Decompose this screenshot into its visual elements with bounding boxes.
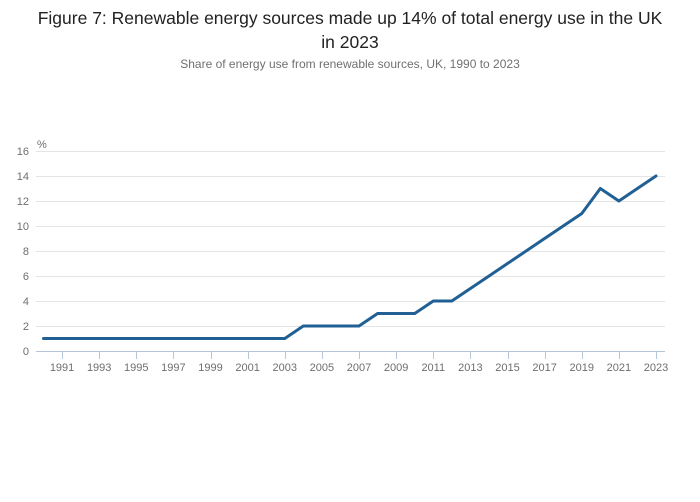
x-tick-label: 1997 (161, 362, 185, 374)
x-tick-label: 2017 (532, 362, 556, 374)
x-tick-label: 2019 (570, 362, 594, 374)
x-tick-label: 2009 (384, 362, 408, 374)
x-tick-label: 1995 (124, 362, 148, 374)
y-tick-label: 6 (23, 271, 29, 283)
x-tick-label: 2011 (421, 362, 445, 374)
y-tick-label: 8 (23, 246, 29, 258)
y-tick-label: 0 (23, 346, 29, 358)
x-tick-label: 2023 (644, 362, 668, 374)
y-tick-label: 12 (17, 196, 29, 208)
x-tick-label: 2003 (273, 362, 297, 374)
x-tick-label: 1991 (50, 362, 74, 374)
series-line-renewable-share (42, 174, 658, 340)
y-tick-label: 4 (23, 296, 29, 308)
x-tick-label: 2001 (235, 362, 259, 374)
y-axis-unit-label: % (37, 139, 47, 151)
x-tick-label: 2007 (347, 362, 371, 374)
y-tick-label: 2 (23, 321, 29, 333)
figure-title: Figure 7: Renewable energy sources made … (37, 8, 663, 52)
x-tick-label: 2005 (310, 362, 334, 374)
figure-subtitle: Share of energy use from renewable sourc… (180, 57, 520, 71)
y-tick-label: 14 (17, 171, 29, 183)
x-tick-label: 1993 (87, 362, 111, 374)
x-tick-label: 2021 (607, 362, 631, 374)
y-tick-label: 10 (17, 221, 29, 233)
x-tick-label: 2015 (495, 362, 519, 374)
y-tick-label: 16 (17, 146, 29, 158)
x-tick-label: 1999 (198, 362, 222, 374)
x-tick-label: 2013 (458, 362, 482, 374)
